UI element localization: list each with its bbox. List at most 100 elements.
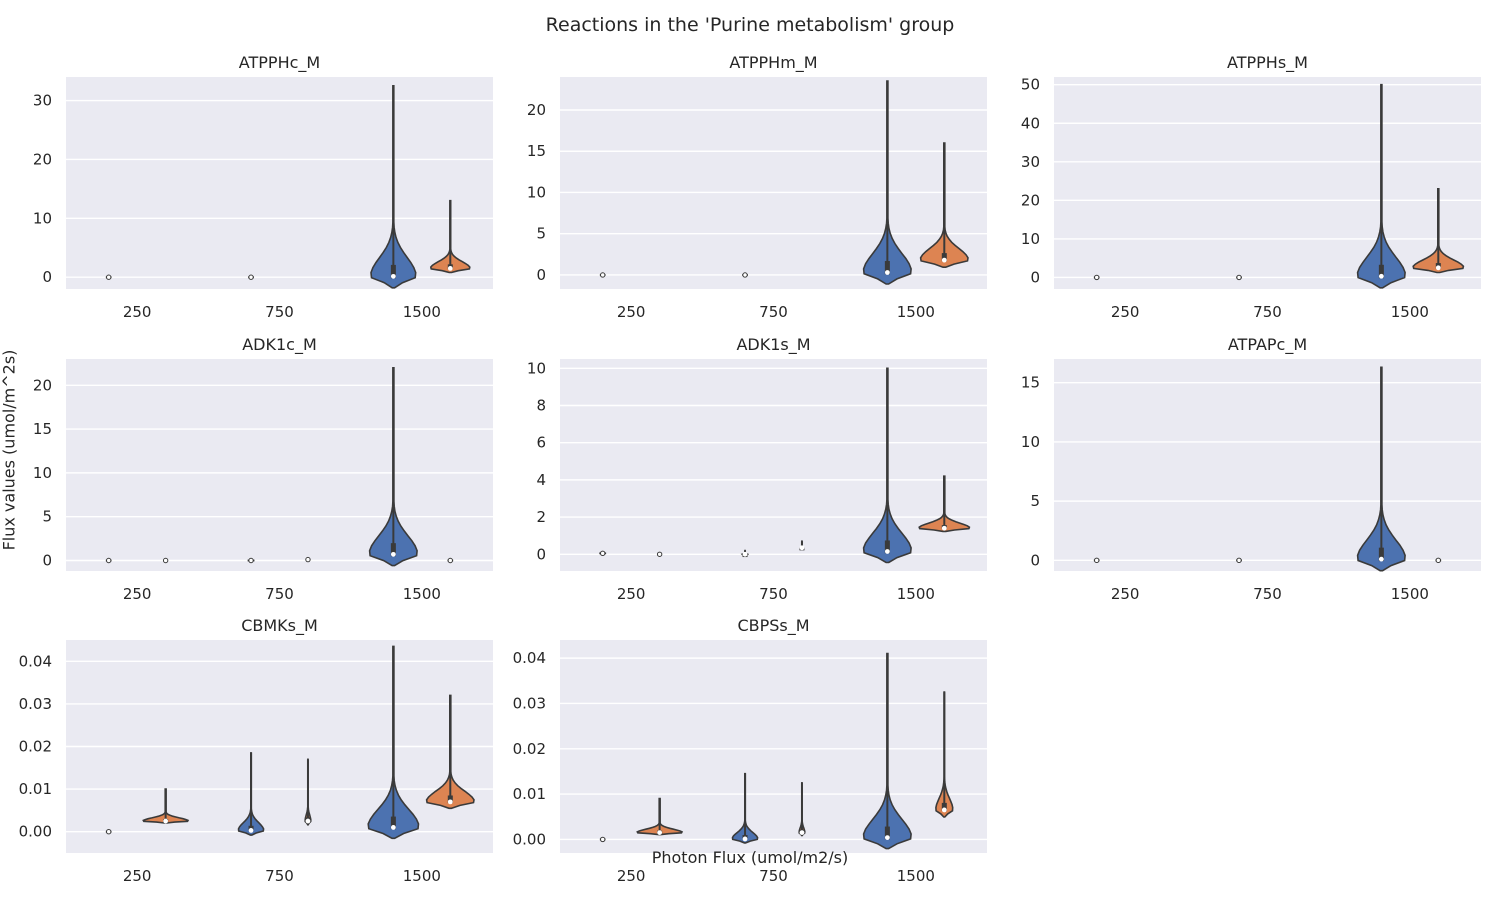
subplot-background: [1054, 359, 1481, 571]
quartile-box: [390, 264, 396, 279]
median-marker: [305, 818, 311, 824]
x-tick-label: 750: [759, 585, 788, 603]
x-tick-label: 750: [265, 303, 294, 321]
y-tick-label: 10: [33, 464, 52, 482]
x-tick-label: 250: [617, 867, 646, 885]
quartile-box: [884, 261, 890, 275]
median-marker: [799, 545, 805, 551]
subplot-background: [66, 359, 493, 571]
y-tick-label: 0: [1030, 551, 1040, 569]
y-tick-label: 50: [1021, 76, 1040, 94]
y-tick-label: 15: [1021, 374, 1040, 392]
x-tick-label: 250: [1111, 585, 1140, 603]
y-tick-label: 0.03: [513, 694, 546, 712]
median-marker: [742, 836, 748, 842]
y-tick-label: 10: [1021, 230, 1040, 248]
subplot-title: CBMKs_M: [241, 616, 318, 636]
y-tick-label: 0: [1030, 268, 1040, 286]
median-marker: [1435, 557, 1442, 564]
subplot-ATPAPc_M: 0 5 10 15 ATPAPc_M 250 750 1500: [1021, 335, 1481, 603]
median-marker: [600, 272, 606, 278]
y-tick-label: 6: [536, 434, 546, 452]
subplot-title: ATPPHc_M: [239, 53, 320, 73]
subplot-title: ATPAPc_M: [1228, 335, 1307, 355]
subplot-title: CBPSs_M: [737, 616, 809, 636]
y-tick-label: 0: [42, 268, 52, 286]
x-tick-label: 1500: [403, 303, 441, 321]
median-marker: [884, 549, 890, 554]
x-tick-label: 750: [265, 585, 294, 603]
median-marker: [447, 799, 453, 805]
median-marker: [390, 273, 396, 279]
y-tick-label: 15: [527, 142, 546, 160]
y-tick-label: 8: [536, 396, 546, 414]
x-tick-label: 1500: [897, 585, 935, 603]
median-marker: [884, 270, 890, 275]
median-marker: [390, 551, 396, 557]
x-tick-label: 750: [759, 867, 788, 885]
median-marker: [1236, 274, 1242, 281]
median-marker: [1094, 557, 1100, 564]
median-marker: [390, 825, 396, 830]
x-tick-label: 250: [123, 867, 152, 885]
y-tick-label: 40: [1021, 114, 1040, 132]
x-tick-label: 250: [123, 585, 152, 603]
quartile-box: [941, 802, 947, 812]
subplot-ATPPHc_M: 0 10 20 30 ATPPHc_M 250 750 1500: [33, 53, 493, 321]
median-marker: [305, 556, 311, 563]
y-tick-label: 0.01: [513, 785, 546, 803]
quartile-box: [390, 816, 396, 830]
subplot-title: ATPPHs_M: [1227, 53, 1308, 73]
subplot-background: [560, 359, 987, 571]
median-marker: [657, 830, 663, 836]
subplot-title: ADK1c_M: [242, 335, 317, 355]
median-marker: [248, 557, 254, 564]
y-tick-label: 0: [42, 551, 52, 569]
median-marker: [248, 274, 254, 280]
median-marker: [106, 274, 112, 280]
y-tick-label: 2: [536, 508, 546, 526]
subplot-title: ATPPHm_M: [729, 53, 817, 73]
median-marker: [656, 551, 663, 557]
y-tick-label: 10: [527, 359, 546, 377]
median-marker: [941, 257, 947, 263]
subplot-CBPSs_M: 0.00 0.01 0.02 0.03 0.04 CBPSs_M 250 750 1500: [513, 616, 987, 885]
quartile-box: [884, 540, 890, 554]
figure-x-axis-label: Photon Flux (umol/m2/s): [651, 848, 849, 867]
median-marker: [1378, 273, 1384, 279]
median-marker: [162, 557, 169, 564]
x-tick-label: 1500: [403, 867, 441, 885]
x-tick-label: 750: [1253, 585, 1282, 603]
subplot-ATPPHm_M: 0 5 10 15 20 ATPPHm_M 250 750 1500: [527, 53, 987, 321]
quartile-box: [390, 543, 396, 557]
median-marker: [1435, 265, 1441, 271]
x-tick-label: 250: [617, 585, 646, 603]
median-marker: [799, 830, 805, 836]
y-tick-label: 10: [1021, 433, 1040, 451]
median-marker: [106, 557, 112, 564]
y-tick-label: 0.00: [513, 830, 546, 848]
median-marker: [884, 835, 890, 840]
x-tick-label: 1500: [897, 867, 935, 885]
median-marker: [163, 818, 169, 824]
y-tick-label: 5: [1030, 492, 1040, 510]
y-tick-label: 0: [536, 266, 546, 284]
x-tick-label: 750: [759, 303, 788, 321]
median-marker: [248, 828, 254, 833]
median-marker: [600, 836, 606, 843]
median-marker: [941, 807, 947, 813]
subplot-background: [560, 640, 987, 853]
x-tick-label: 250: [1111, 303, 1140, 321]
quartile-box: [1378, 264, 1384, 279]
x-tick-label: 750: [1253, 303, 1282, 321]
y-tick-label: 0.04: [19, 652, 52, 670]
y-tick-label: 0.01: [19, 780, 52, 798]
subplot-background: [66, 77, 493, 289]
median-marker: [447, 557, 453, 564]
median-marker: [1094, 274, 1100, 281]
y-tick-label: 0.02: [513, 740, 546, 758]
y-tick-label: 15: [33, 420, 52, 438]
quartile-box: [1378, 547, 1384, 562]
subplot-ATPPHs_M: 0 10 20 30 40 50 ATPPHs_M 250 750 1500: [1021, 53, 1481, 321]
